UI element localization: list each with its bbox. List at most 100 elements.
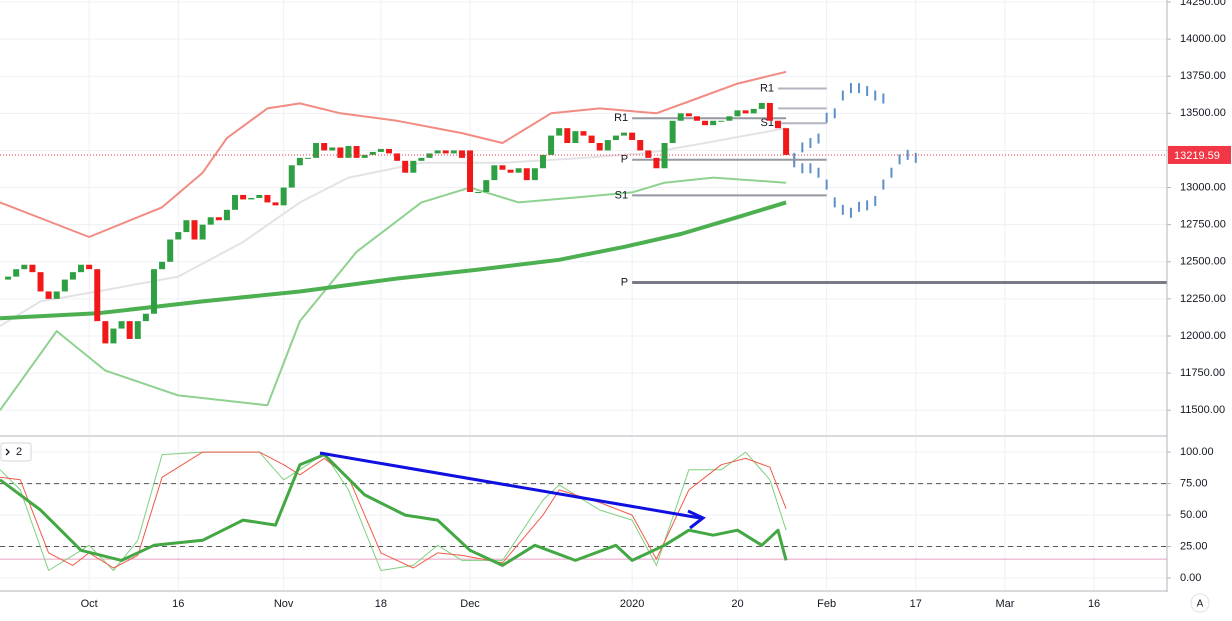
candle bbox=[207, 217, 214, 225]
auto-scale-button[interactable] bbox=[1190, 593, 1210, 613]
indicator-label: 2 bbox=[16, 446, 22, 458]
indicator-line bbox=[0, 453, 788, 567]
candle bbox=[629, 132, 636, 141]
oscillator-pane bbox=[0, 451, 1167, 571]
candle bbox=[248, 197, 255, 200]
candle bbox=[434, 150, 441, 154]
auto-scale-label: A bbox=[1197, 599, 1204, 610]
candle bbox=[86, 264, 93, 270]
x-tick-label: 20 bbox=[731, 598, 743, 610]
y-tick-label: 13750.00 bbox=[1180, 70, 1226, 82]
candle bbox=[264, 194, 271, 203]
candle bbox=[775, 120, 781, 129]
candle bbox=[313, 143, 320, 158]
candle bbox=[539, 154, 546, 169]
candle bbox=[167, 239, 174, 262]
candle bbox=[394, 153, 401, 161]
candle bbox=[702, 120, 709, 126]
x-tick-label: Mar bbox=[995, 598, 1014, 610]
candle bbox=[442, 150, 449, 154]
candle bbox=[515, 168, 522, 173]
candle bbox=[645, 150, 652, 158]
candle bbox=[410, 160, 417, 173]
candle bbox=[483, 180, 490, 193]
y-tick-label: 100.00 bbox=[1180, 446, 1214, 458]
candle bbox=[580, 131, 587, 136]
pivot-label: S1 bbox=[615, 189, 628, 201]
indicator-legend[interactable] bbox=[0, 442, 32, 462]
candle bbox=[386, 148, 392, 154]
indicator-line bbox=[0, 70, 787, 238]
candle bbox=[126, 321, 133, 339]
candle bbox=[450, 150, 457, 154]
candle bbox=[418, 157, 425, 161]
candle bbox=[491, 165, 498, 181]
x-tick-label: 16 bbox=[1088, 598, 1100, 610]
candle bbox=[718, 120, 725, 122]
candle bbox=[304, 157, 311, 159]
candle bbox=[53, 291, 60, 299]
candle bbox=[150, 269, 157, 314]
candle bbox=[556, 128, 563, 136]
y-tick-label: 12750.00 bbox=[1180, 219, 1226, 231]
candle bbox=[199, 224, 206, 240]
candle bbox=[21, 264, 28, 270]
candle bbox=[110, 328, 117, 344]
candle bbox=[426, 153, 433, 158]
x-tick-label: 18 bbox=[375, 598, 387, 610]
candle bbox=[604, 140, 611, 151]
candle bbox=[402, 160, 409, 173]
y-tick-label: 13500.00 bbox=[1180, 107, 1226, 119]
collapse-icon[interactable] bbox=[5, 448, 10, 456]
x-tick-label: Dec bbox=[460, 598, 480, 610]
candle bbox=[102, 321, 109, 344]
candle bbox=[734, 110, 741, 117]
x-tick-label: 17 bbox=[910, 598, 922, 610]
indicator-line bbox=[0, 451, 787, 571]
candle bbox=[475, 192, 482, 194]
candle bbox=[766, 102, 773, 121]
candle bbox=[321, 143, 328, 151]
candle bbox=[742, 110, 749, 114]
candle bbox=[507, 169, 514, 173]
candle bbox=[78, 264, 85, 273]
y-tick-label: 75.00 bbox=[1180, 477, 1208, 489]
candle bbox=[523, 168, 530, 181]
candle bbox=[564, 128, 571, 144]
candle bbox=[726, 116, 733, 121]
x-tick-label: Feb bbox=[817, 598, 836, 610]
candle bbox=[142, 313, 149, 322]
y-tick-label: 14000.00 bbox=[1180, 33, 1226, 45]
candle bbox=[175, 232, 182, 240]
pivot-label: P bbox=[621, 154, 628, 166]
candle bbox=[288, 165, 295, 188]
candle bbox=[215, 217, 222, 221]
candle bbox=[118, 321, 125, 329]
y-tick-label: 13000.00 bbox=[1180, 181, 1226, 193]
candle bbox=[272, 202, 279, 206]
candle bbox=[377, 148, 384, 152]
candle bbox=[572, 131, 579, 144]
candle bbox=[621, 132, 628, 136]
candle bbox=[499, 165, 506, 170]
candle bbox=[191, 220, 198, 240]
candle bbox=[232, 194, 239, 210]
pivot-label: P bbox=[621, 276, 628, 288]
pivot-label: R1 bbox=[614, 112, 628, 124]
candle bbox=[758, 102, 765, 109]
candle bbox=[345, 145, 352, 158]
candle bbox=[240, 194, 247, 200]
candle bbox=[596, 143, 603, 151]
last-price-label: 13219.59 bbox=[1174, 150, 1220, 162]
trend-arrow-head bbox=[687, 509, 706, 530]
candle bbox=[467, 150, 474, 193]
candle bbox=[5, 276, 12, 280]
candle bbox=[637, 140, 644, 151]
indicator-line bbox=[0, 200, 787, 321]
candle bbox=[685, 113, 692, 117]
candle bbox=[183, 220, 190, 233]
candle bbox=[677, 113, 684, 121]
candle bbox=[223, 209, 230, 221]
